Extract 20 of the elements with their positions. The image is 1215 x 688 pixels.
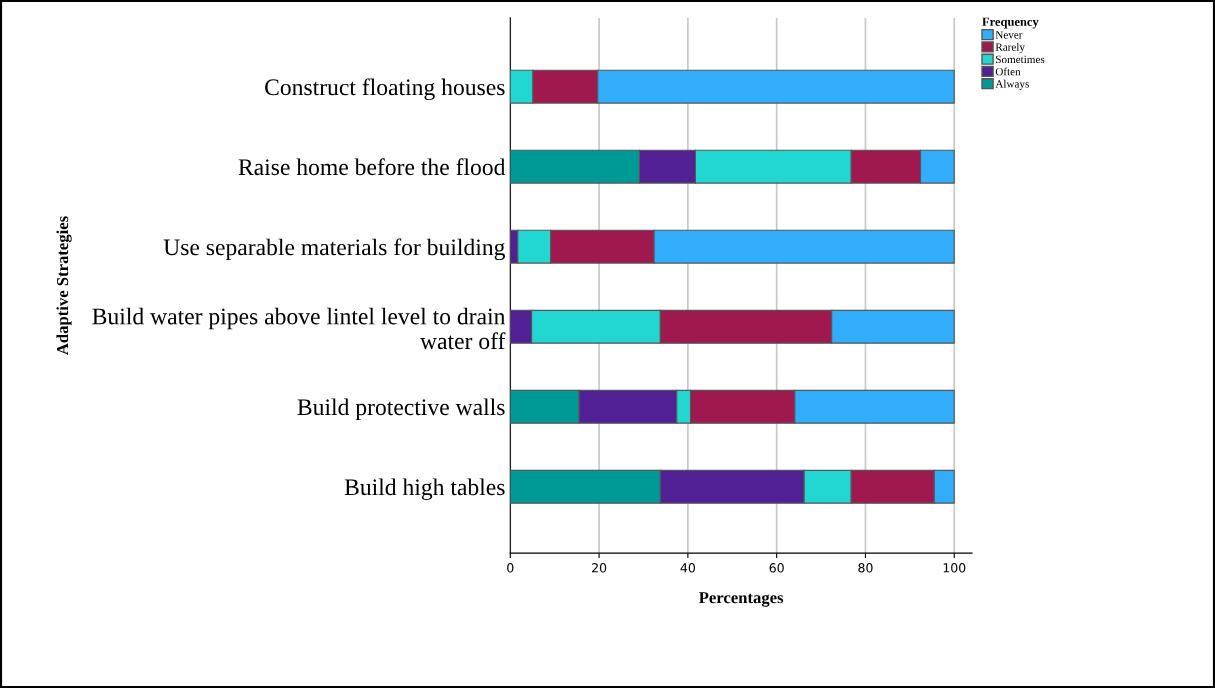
y-tick-label: Build high tables (344, 478, 505, 501)
y-tick-label: Build water pipes above lintel level to drain water off (92, 307, 506, 350)
x-axis-title: Percentages (699, 592, 784, 607)
x-tick-label: 20 (592, 563, 607, 573)
y-axis-title: Adaptive Strategies (56, 216, 72, 356)
legend-label: Never (995, 31, 1023, 39)
x-tick-label: 80 (858, 563, 873, 573)
legend-label: Often (995, 67, 1021, 76)
x-tick-label: 100 (943, 563, 966, 573)
y-tick-label: Construct floating houses (265, 78, 505, 101)
x-tick-label: 60 (769, 563, 784, 573)
y-tick-label: Raise home before the flood (238, 158, 506, 176)
x-tick-label: 40 (680, 563, 695, 573)
legend-label: Always (995, 79, 1029, 90)
legend-label: Rarely (995, 42, 1025, 54)
legend-label: Sometimes (996, 55, 1045, 64)
legend-title: Frequency (982, 17, 1039, 29)
y-tick-label: Build protective walls (297, 398, 505, 420)
y-tick-label: Use separable materials for building (163, 238, 505, 261)
x-tick-label: 0 (507, 563, 514, 573)
